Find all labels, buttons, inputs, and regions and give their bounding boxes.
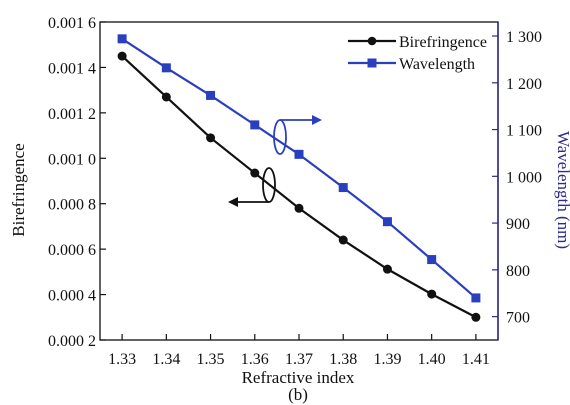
data-point-birefringence bbox=[117, 51, 127, 61]
data-point-birefringence bbox=[382, 264, 392, 274]
data-point-wavelength bbox=[382, 217, 392, 227]
legend-label-birefringence: Birefringence bbox=[399, 34, 487, 51]
x-tick-label: 1.33 bbox=[108, 351, 136, 368]
figure-caption: (b) bbox=[288, 385, 308, 404]
y-right-tick-label: 1 200 bbox=[506, 76, 542, 93]
x-tick-label: 1.35 bbox=[197, 351, 225, 368]
legend-marker-square bbox=[367, 58, 377, 68]
data-point-wavelength bbox=[161, 63, 171, 73]
data-point-wavelength bbox=[294, 149, 304, 159]
data-point-birefringence bbox=[161, 92, 171, 102]
y-right-axis-title: Wavelength (nm) bbox=[554, 131, 570, 249]
x-axis-ticks: 1.33 1.34 1.35 1.36 1.37 1.38 1.39 1.40 1.41 bbox=[108, 334, 490, 368]
x-tick-label: 1.39 bbox=[373, 351, 401, 368]
y-right-tick-label: 700 bbox=[506, 310, 530, 327]
y-left-tick-label: 0.001 4 bbox=[48, 60, 96, 77]
y-left-tick-label: 0.000 4 bbox=[48, 288, 96, 305]
y-right-tick-label: 900 bbox=[506, 216, 530, 233]
y-right-tick-label: 1 100 bbox=[506, 123, 542, 140]
y-left-axis-ticks: 0.000 2 0.000 4 0.000 6 0.000 8 0.001 0 0.001… bbox=[48, 15, 106, 350]
data-point-wavelength bbox=[338, 183, 348, 193]
x-tick-label: 1.41 bbox=[462, 351, 490, 368]
birefringence-indicator-arrowhead bbox=[228, 197, 238, 207]
data-point-birefringence bbox=[294, 203, 304, 213]
x-tick-label: 1.37 bbox=[285, 351, 313, 368]
x-tick-label: 1.34 bbox=[152, 351, 180, 368]
plot-frame bbox=[100, 22, 498, 340]
data-point-birefringence bbox=[338, 235, 348, 245]
data-point-wavelength bbox=[427, 255, 437, 265]
y-left-tick-label: 0.000 8 bbox=[48, 197, 96, 214]
y-right-axis-ticks: 700 800 900 1 000 1 100 1 200 1 300 bbox=[492, 29, 542, 327]
axis-indicator-arrows bbox=[228, 115, 322, 207]
plot-area bbox=[100, 22, 498, 340]
x-tick-label: 1.40 bbox=[418, 351, 446, 368]
data-point-birefringence bbox=[206, 133, 216, 143]
data-point-wavelength bbox=[250, 120, 260, 130]
series-birefringence bbox=[117, 51, 481, 322]
y-right-tick-label: 800 bbox=[506, 263, 530, 280]
series-layer bbox=[117, 34, 481, 322]
series-wavelength bbox=[117, 34, 481, 303]
legend-item-birefringence: Birefringence bbox=[348, 34, 487, 51]
x-tick-label: 1.38 bbox=[329, 351, 357, 368]
data-point-wavelength bbox=[117, 34, 127, 44]
y-right-tick-label: 1 000 bbox=[506, 169, 542, 186]
legend: Birefringence Wavelength bbox=[348, 34, 487, 73]
y-left-axis-title: Birefringence bbox=[9, 143, 28, 236]
data-point-wavelength bbox=[206, 90, 216, 100]
y-right-tick-label: 1 300 bbox=[506, 29, 542, 46]
y-left-tick-label: 0.001 6 bbox=[48, 15, 96, 32]
wavelength-indicator-arrowhead bbox=[312, 115, 322, 125]
y-left-tick-label: 0.000 6 bbox=[48, 242, 96, 259]
data-point-wavelength bbox=[471, 293, 481, 303]
y-left-tick-label: 0.000 2 bbox=[48, 333, 96, 350]
x-axis-title: Refractive index bbox=[242, 368, 355, 387]
x-tick-label: 1.36 bbox=[241, 351, 269, 368]
legend-label-wavelength: Wavelength bbox=[399, 56, 475, 73]
legend-marker-circle bbox=[367, 36, 377, 46]
y-left-tick-label: 0.001 2 bbox=[48, 106, 96, 123]
y-left-tick-label: 0.001 0 bbox=[48, 151, 96, 168]
data-point-birefringence bbox=[471, 312, 481, 322]
data-point-birefringence bbox=[427, 289, 437, 299]
data-point-birefringence bbox=[250, 168, 260, 178]
legend-item-wavelength: Wavelength bbox=[348, 56, 475, 73]
